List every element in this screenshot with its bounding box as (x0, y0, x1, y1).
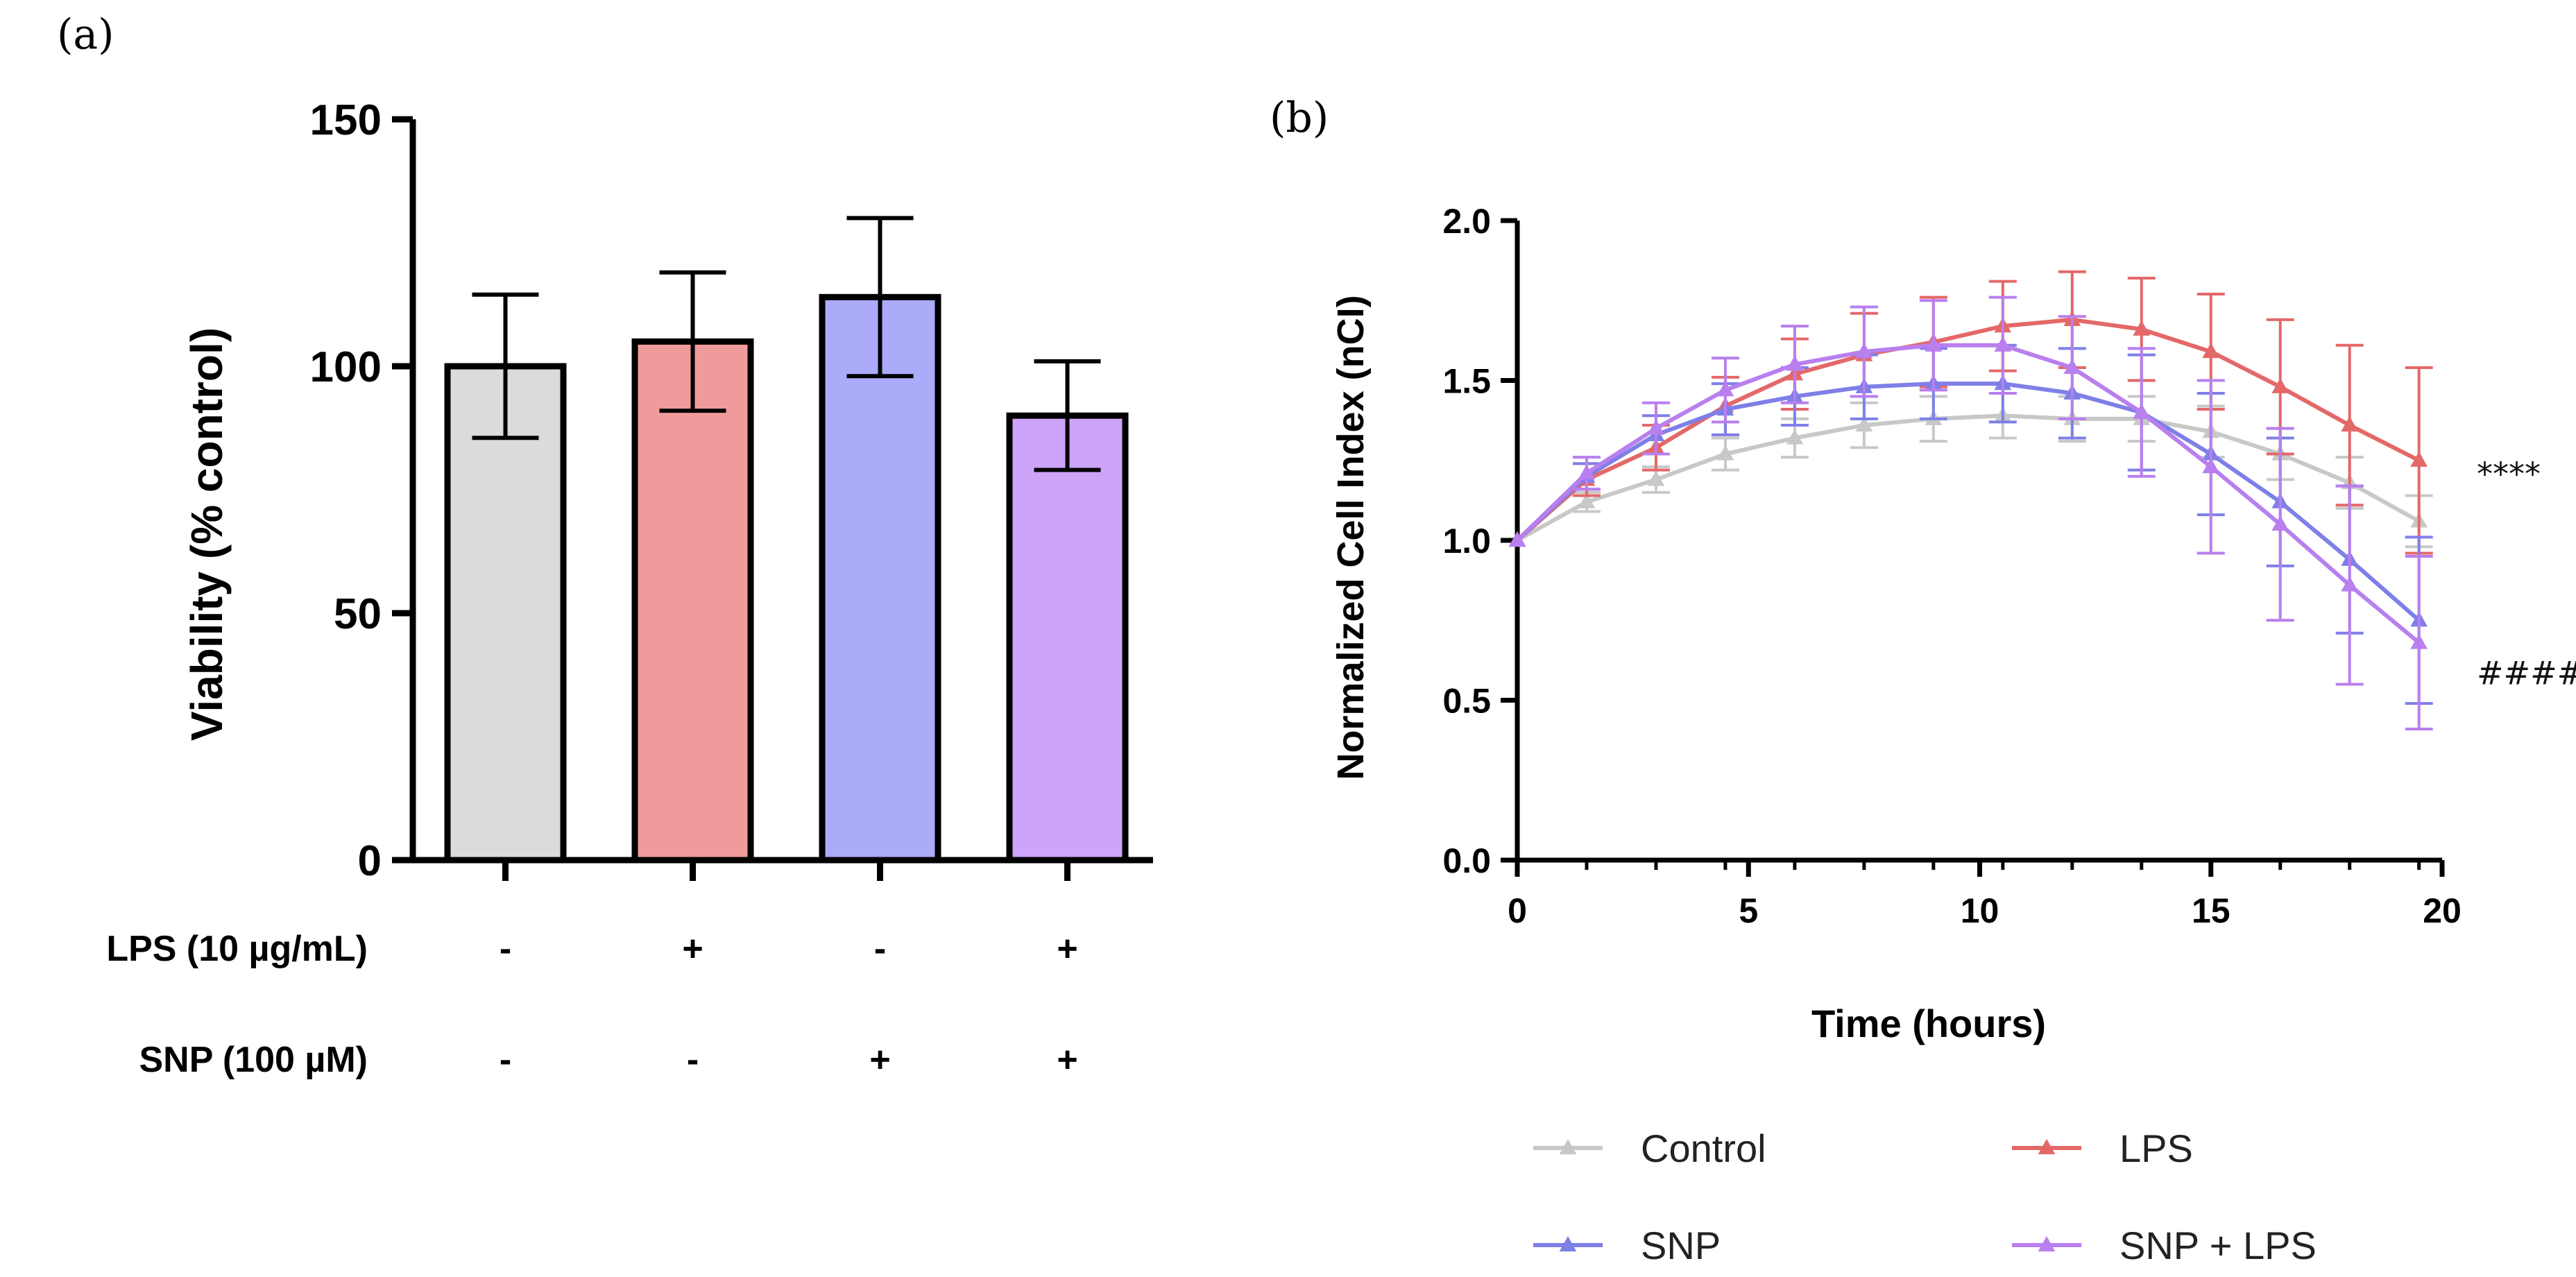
bar-lps (631, 338, 754, 864)
legend: Control LPS SNP SNP + LPS (1533, 1126, 2317, 1267)
bar-y-tick-label: 0 (358, 837, 382, 885)
series-snp (1508, 343, 2433, 705)
line-x-tick-label: 20 (2423, 891, 2462, 930)
line-x-axis-title: Time (hours) (1811, 1002, 2046, 1045)
treatment-sign: + (682, 929, 703, 969)
series-point (2271, 515, 2289, 531)
line-x-tick-label: 0 (1508, 891, 1527, 930)
series-point (1855, 416, 1873, 432)
treatment-sign: - (500, 1040, 511, 1080)
series-point (2410, 451, 2428, 467)
legend-label: SNP (1641, 1224, 1721, 1267)
series-point (2202, 457, 2220, 474)
series-point (1925, 336, 1943, 352)
series-point (1855, 343, 1873, 359)
panel-label-b: (b) (1270, 94, 1329, 142)
legend-swatch-marker (1559, 1139, 1577, 1155)
series-point (1578, 492, 1596, 508)
series-point (2063, 359, 2081, 375)
line-series-group (1508, 270, 2433, 730)
line-y-tick-label: 0.0 (1442, 841, 1491, 880)
bar-chart-viability: 0 50 100 150 LPS (10 µg/mL) - + - + SNP (100 µM)… (106, 96, 1153, 1080)
line-y-tick-label: 1.5 (1442, 362, 1491, 401)
series-point (1786, 355, 1804, 371)
legend-label: Control (1641, 1126, 1766, 1170)
legend-entry-control: Control (1533, 1126, 1766, 1170)
series-point (2271, 377, 2289, 393)
treatment-sign: - (500, 929, 511, 969)
treatment-table: LPS (10 µg/mL) - + - + SNP (100 µM) - - + + (106, 929, 1077, 1080)
series-point (2341, 416, 2359, 432)
panel-label-a: (a) (57, 10, 114, 59)
legend-label: LPS (2119, 1126, 2193, 1170)
legend-entry-lps: LPS (2012, 1126, 2193, 1170)
series-snp-lps (1508, 295, 2433, 730)
series-point (1786, 429, 1804, 445)
significance-annotations: **** #### (2477, 456, 2576, 692)
line-ticks: 0.0 0.5 1.0 1.5 2.0 0 5 10 15 20 (1442, 202, 2461, 930)
legend-swatch-marker (1559, 1236, 1577, 1252)
treatment-sign: + (1057, 929, 1077, 969)
treatment-sign: - (874, 929, 886, 969)
treatment-row-label: SNP (100 µM) (139, 1040, 368, 1080)
series-point (1994, 336, 2012, 352)
line-y-axis-title: Normalized Cell Index (nCI) (1330, 295, 1372, 780)
bar-y-ticks: 0 50 100 150 (310, 96, 413, 885)
treatment-sign: - (687, 1040, 699, 1080)
significance-marker: #### (2477, 654, 2576, 692)
series-point (1647, 419, 1665, 435)
line-chart-cell-index: 0.0 0.5 1.0 1.5 2.0 0 5 10 15 20 **** #### Normali… (1330, 202, 2576, 1267)
line-y-tick-label: 0.5 (1442, 682, 1491, 721)
line-axes (1515, 221, 2442, 863)
bar-snp-lps (1006, 412, 1129, 864)
series-point (1716, 445, 1734, 461)
series-point (2133, 403, 2151, 419)
line-y-tick-label: 1.0 (1442, 522, 1491, 560)
series-point (1508, 531, 1526, 547)
series-line (1516, 317, 2421, 542)
series-point (2133, 320, 2151, 336)
line-y-tick-label: 2.0 (1442, 202, 1491, 241)
series-point (2410, 633, 2428, 649)
bar-y-tick-label: 50 (334, 590, 382, 638)
treatment-sign: + (869, 1040, 890, 1080)
treatment-row-label: LPS (10 µg/mL) (106, 929, 368, 969)
bar-control (444, 363, 567, 864)
legend-swatch-marker (2038, 1139, 2056, 1155)
bar-y-axis-title: Viability (% control) (182, 327, 232, 741)
legend-entry-snp-lps: SNP + LPS (2012, 1224, 2317, 1267)
series-line (1515, 382, 2421, 622)
bar-marks (444, 216, 1129, 864)
series-line (1515, 343, 2421, 644)
significance-marker: **** (2477, 456, 2541, 493)
bar-y-tick-label: 100 (310, 343, 382, 391)
series-point (1647, 470, 1665, 486)
legend-swatch-marker (2038, 1236, 2056, 1252)
bar-y-tick-label: 150 (310, 96, 382, 144)
legend-label: SNP + LPS (2119, 1224, 2317, 1267)
series-point (2202, 343, 2220, 359)
series-line (1516, 413, 2421, 542)
series-point (2341, 576, 2359, 592)
bar-x-axis (413, 857, 1153, 881)
series-point (1716, 381, 1734, 397)
treatment-sign: + (1057, 1040, 1077, 1080)
bar-snp (819, 293, 941, 864)
line-x-tick-label: 5 (1739, 891, 1758, 930)
line-x-tick-label: 10 (1961, 891, 1999, 930)
series-point (1578, 464, 1596, 480)
legend-entry-snp: SNP (1533, 1224, 1721, 1267)
line-x-tick-label: 15 (2192, 891, 2230, 930)
